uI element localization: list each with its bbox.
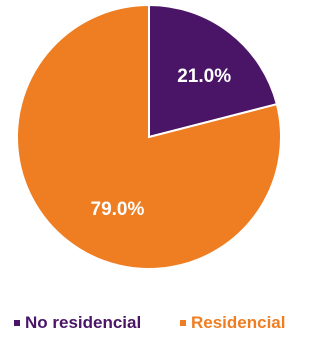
legend-label-no-residencial: No residencial bbox=[25, 313, 142, 332]
pie-label-residencial: 79.0% bbox=[91, 199, 145, 220]
chart-legend: No residencial Residencial bbox=[0, 313, 327, 335]
legend-marker-no-residencial bbox=[14, 320, 20, 326]
legend-item-residencial: Residencial bbox=[180, 313, 286, 333]
legend-item-no-residencial: No residencial bbox=[14, 313, 141, 333]
pie-slice-no-residencial bbox=[148, 3, 279, 139]
pie-label-no-residencial: 21.0% bbox=[177, 66, 231, 87]
legend-label-residencial: Residencial bbox=[191, 313, 286, 332]
pie-chart: 21.0% 79.0% bbox=[16, 3, 282, 270]
pie-slice-residencial bbox=[16, 3, 282, 270]
legend-marker-residencial bbox=[180, 320, 186, 326]
